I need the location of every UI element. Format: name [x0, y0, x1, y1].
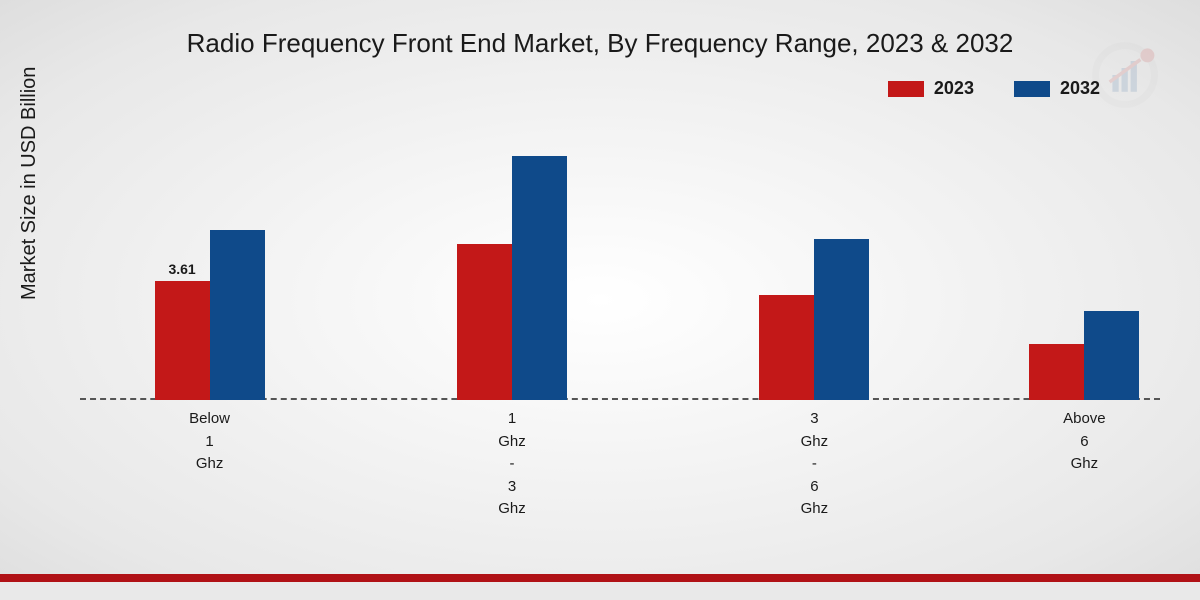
legend-swatch [888, 81, 924, 97]
bar [210, 230, 265, 400]
bar [457, 244, 512, 400]
x-tick-label: Above6Ghz [1063, 408, 1106, 476]
x-tick-label: 1Ghz-3Ghz [498, 408, 526, 521]
footer-accent-line [0, 574, 1200, 582]
legend: 2023 2032 [888, 78, 1100, 99]
bar [155, 281, 210, 400]
x-tick-label: Below1Ghz [189, 408, 230, 476]
bar-group [759, 239, 869, 400]
bar [1029, 344, 1084, 400]
footer-bar [0, 582, 1200, 600]
bar-value-label: 3.61 [168, 261, 195, 277]
bar-group: 3.61 [155, 230, 265, 400]
legend-swatch [1014, 81, 1050, 97]
chart-title: Radio Frequency Front End Market, By Fre… [0, 28, 1200, 59]
legend-label: 2032 [1060, 78, 1100, 99]
plot-area: 3.61 [80, 120, 1160, 400]
y-axis-label: Market Size in USD Billion [18, 67, 41, 300]
legend-label: 2023 [934, 78, 974, 99]
legend-item: 2023 [888, 78, 974, 99]
bar [759, 295, 814, 400]
bar [1084, 311, 1139, 400]
bar [814, 239, 869, 400]
legend-item: 2032 [1014, 78, 1100, 99]
bar-group [1029, 311, 1139, 400]
bar [512, 156, 567, 400]
bar-group [457, 156, 567, 400]
x-tick-label: 3Ghz-6Ghz [801, 408, 829, 521]
